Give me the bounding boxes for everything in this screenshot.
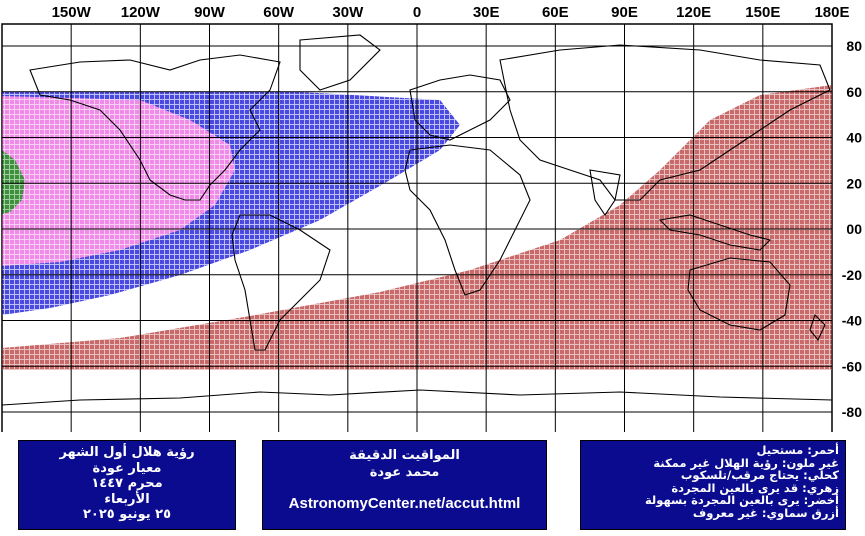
latitude-label: -80 [842,404,862,420]
legend-green: أخضر: يرى بالعين المجردة بسهولة [644,493,839,507]
legend-pink: زهري: قد يرى بالعين المجردة [671,480,839,495]
longitude-label: 150W [52,4,92,21]
legend-left-line3: محرم ١٤٤٧ [91,476,163,491]
map-grid [1,24,833,432]
longitude-label: 30W [332,4,364,21]
legend-right-box: أحمر: مستحيل غير ملون: رؤية الهلال غير م… [580,440,846,530]
latitude-label: 60 [846,84,862,100]
legend-left-box: رؤية هلال أول الشهر معيار عودة محرم ١٤٤٧… [18,440,236,530]
legend-uncolored: غير ملون: رؤية الهلال غير ممكنة [653,455,839,470]
latitude-labels: 80 60 40 20 00 -20 -40 -60 -80 [842,38,862,420]
latitude-label: 40 [846,130,862,146]
legend-left-line2: معيار عودة [92,460,162,476]
longitude-label: 90W [194,4,226,21]
longitude-label: 150E [745,4,780,21]
longitude-label: 120E [676,4,711,21]
longitude-labels: 150W 120W 90W 60W 30W 0 30E 60E 90E 120E 150E 180E [52,4,850,21]
latitude-label: 00 [846,221,862,237]
latitude-label: 80 [846,38,862,54]
legend-mid-url[interactable]: AstronomyCenter.net/accut.html [288,495,521,512]
longitude-label: 120W [121,4,161,21]
legend-left-line1: رؤية هلال أول الشهر [59,445,195,460]
legend-navy: كحلي: يحتاج مرقب/تلسكوب [680,468,839,482]
legend-red: أحمر: مستحيل [756,443,839,457]
legend-sky-blue: أزرق سماوي: غير معروف [692,505,839,520]
longitude-label: 30E [473,4,500,21]
visibility-map: 150W 120W 90W 60W 30W 0 30E 60E 90E 120E 150E 180E … [1,4,862,432]
longitude-label: 60W [263,4,295,21]
legend-mid-line1: المواقيت الدقيقة [349,448,460,463]
latitude-label: 20 [846,175,862,191]
legend-mid-line2: محمد عودة [369,465,440,480]
longitude-label: 60E [542,4,569,21]
latitude-label: -60 [842,358,862,374]
longitude-label: 180E [814,4,849,21]
latitude-label: -40 [842,313,862,329]
map-canvas: 150W 120W 90W 60W 30W 0 30E 60E 90E 120E 150E 180E … [1,4,862,432]
legend-left-line4: الأربعاء [104,491,150,507]
longitude-label: 0 [413,4,421,21]
legend-mid-box: المواقيت الدقيقة محمد عودة AstronomyCent… [262,440,547,530]
zone-naked-eye-possible [2,96,235,266]
legend-left-line5: ٢٥ يونيو ٢٠٢٥ [82,507,172,522]
latitude-label: -20 [842,267,862,283]
longitude-label: 90E [611,4,638,21]
zone-naked-eye-easy [2,150,25,214]
